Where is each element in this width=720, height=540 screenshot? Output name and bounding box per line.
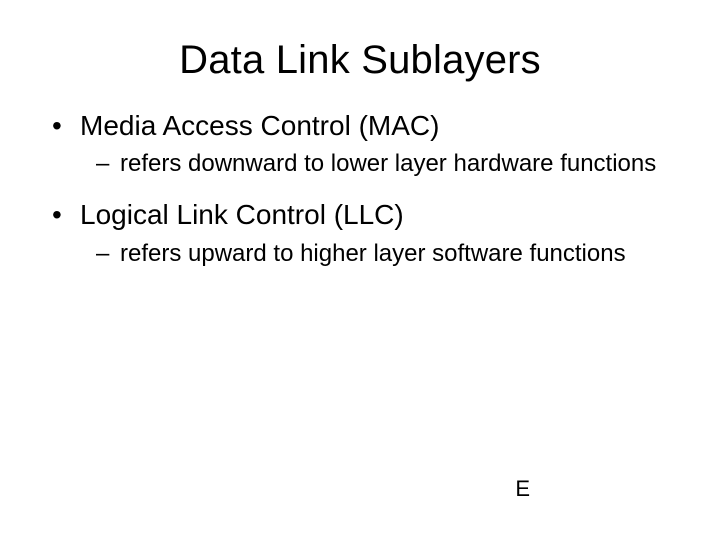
dash-icon: – (96, 149, 120, 178)
list-subitem: – refers downward to lower layer hardwar… (96, 149, 668, 178)
list-item-label: Logical Link Control (LLC) (80, 198, 404, 232)
slide-title: Data Link Sublayers (0, 0, 720, 83)
list-item-label: Media Access Control (MAC) (80, 109, 439, 143)
slide-body: • Media Access Control (MAC) – refers do… (0, 83, 720, 268)
list-subitem-label: refers upward to higher layer software f… (120, 239, 626, 268)
footer-mark: E (515, 476, 530, 502)
list-subitem-label: refers downward to lower layer hardware … (120, 149, 656, 178)
dash-icon: – (96, 239, 120, 268)
list-item: • Logical Link Control (LLC) (52, 198, 668, 232)
bullet-icon: • (52, 198, 80, 232)
list-item: • Media Access Control (MAC) (52, 109, 668, 143)
bullet-icon: • (52, 109, 80, 143)
slide: Data Link Sublayers • Media Access Contr… (0, 0, 720, 540)
list-subitem: – refers upward to higher layer software… (96, 239, 668, 268)
